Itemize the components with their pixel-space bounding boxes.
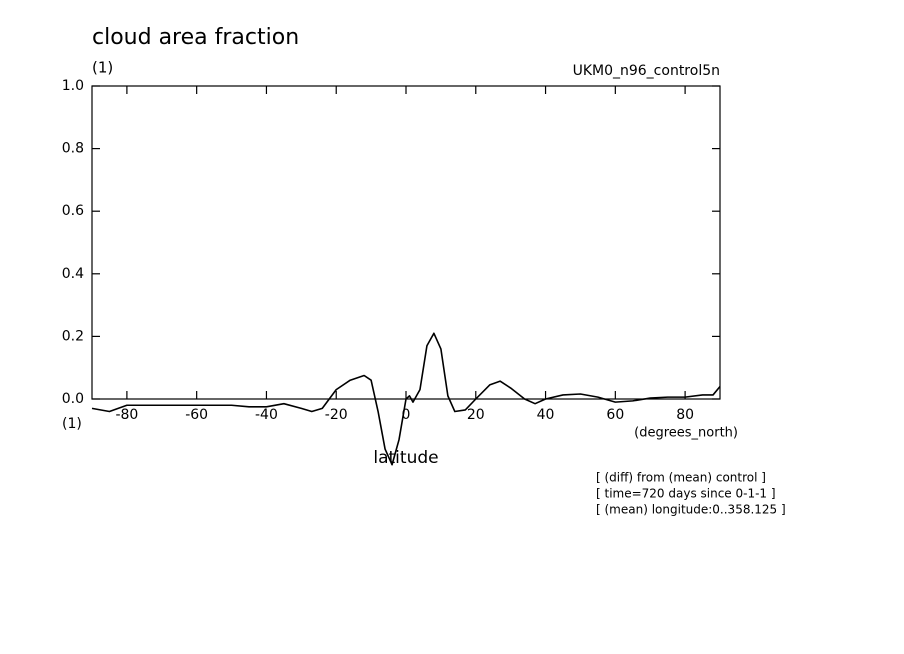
x-label: latitude (373, 448, 438, 468)
y-tick-label: 0.8 (62, 141, 84, 157)
x-tick-label: 0 (402, 407, 411, 423)
y-tick-label: 0.6 (62, 203, 84, 219)
note: [ (mean) longitude:0..358.125 ] (596, 503, 786, 517)
y-tick-label: 0.2 (62, 328, 84, 344)
x-tick-label: -60 (185, 407, 208, 423)
y-tick-label: 0.4 (62, 266, 84, 282)
note: [ (diff) from (mean) control ] (596, 471, 766, 485)
x-tick-label: 20 (467, 407, 485, 423)
y-units: (1) (92, 59, 113, 77)
x-tick-label: 60 (606, 407, 624, 423)
y-tick-label: 1.0 (62, 78, 84, 94)
note: [ time=720 days since 0-1-1 ] (596, 487, 776, 501)
x-tick-label: -80 (115, 407, 138, 423)
data-line (91, 332, 721, 466)
x-tick-label: 80 (676, 407, 694, 423)
chart-title: cloud area fraction (92, 25, 299, 50)
corner-label: (1) (62, 416, 82, 432)
x-tick-label: 40 (537, 407, 555, 423)
y-tick-label: 0.0 (62, 391, 84, 407)
run-label: UKM0_n96_control5n (573, 63, 720, 79)
x-tick-label: -40 (255, 407, 278, 423)
plot-frame (91, 85, 721, 400)
x-tick-label: -20 (325, 407, 348, 423)
x-units: (degrees_north) (634, 426, 738, 441)
